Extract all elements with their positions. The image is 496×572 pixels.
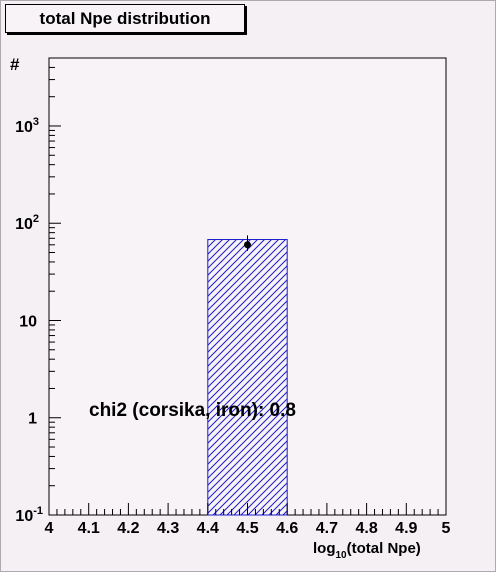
x-tick-label: 4.9	[395, 520, 417, 537]
x-tick-label: 4.5	[236, 520, 258, 537]
x-axis-label: log10(total Npe)	[313, 540, 421, 561]
y-tick-label: 103	[15, 116, 39, 136]
x-axis-label-rest: (total Npe)	[347, 540, 421, 557]
x-tick-label: 4.1	[78, 520, 100, 537]
data-points	[244, 235, 251, 251]
y-axis-label: #	[10, 55, 20, 74]
x-tick-label: 4.8	[355, 520, 377, 537]
data-point	[244, 241, 251, 249]
x-tick-label: 4.3	[157, 520, 179, 537]
y-tick-label: 10-1	[15, 505, 43, 525]
x-tick-label: 4	[45, 520, 54, 537]
x-axis-label-base: log	[313, 540, 336, 557]
x-tick-label: 5	[442, 520, 451, 537]
histogram-bars	[207, 239, 288, 516]
histogram-bar	[207, 239, 288, 516]
chart-title: total Npe distribution	[39, 8, 211, 28]
x-tick-label: 4.4	[197, 520, 219, 537]
y-axis: 10-1 1 10 102 103	[15, 57, 61, 525]
x-tick-label: 4.2	[117, 520, 139, 537]
x-tick-label: 4.7	[316, 520, 338, 537]
y-tick-label: 1	[28, 411, 37, 428]
x-axis: 4 4.1 4.2 4.3 4.4 4.5 4.6 4.7 4.8 4.9 5	[45, 503, 451, 537]
x-axis-label-sub: 10	[336, 550, 348, 561]
y-tick-label: 102	[15, 213, 39, 233]
chi2-annotation: chi2 (corsika, iron): 0.8	[89, 400, 296, 421]
chart-title-box: total Npe distribution	[5, 4, 245, 33]
x-tick-label: 4.6	[276, 520, 298, 537]
y-tick-label: 10	[19, 313, 37, 330]
